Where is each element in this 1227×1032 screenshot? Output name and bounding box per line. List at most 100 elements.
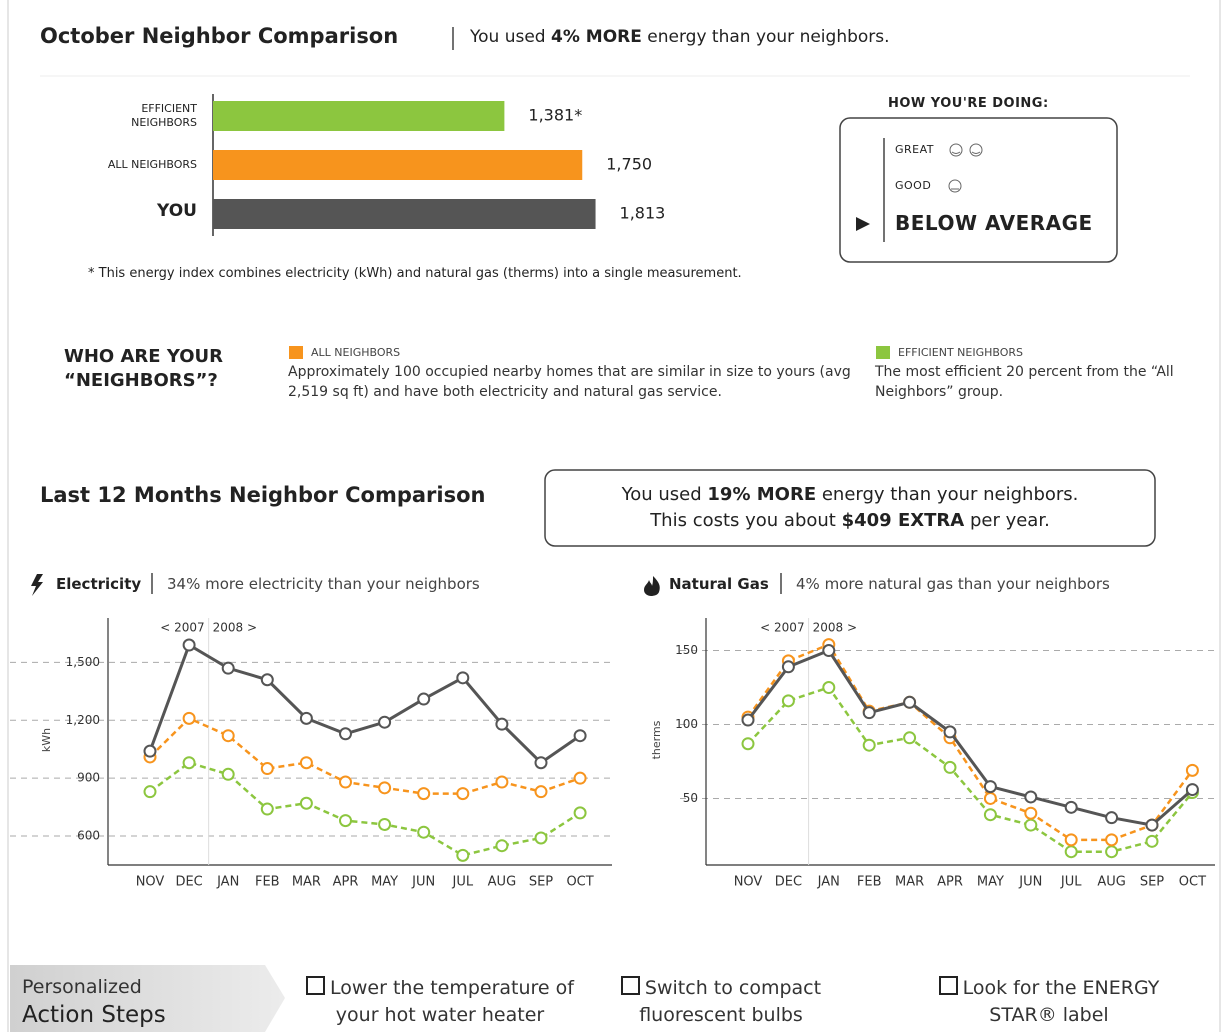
actions-title: Action Steps — [22, 1002, 166, 1028]
data-point — [143, 744, 157, 758]
data-point — [943, 725, 957, 739]
x-tick-label: JAN — [216, 875, 239, 890]
data-point — [1105, 833, 1119, 847]
legend-swatch — [876, 346, 890, 359]
x-tick-label: JUN — [1018, 875, 1042, 890]
data-point — [1024, 790, 1038, 804]
summary-text: You used — [470, 27, 546, 47]
category-label: ALL NEIGHBORS — [107, 158, 197, 171]
data-point — [495, 775, 509, 789]
action-step: Lower the temperature of your hot water … — [292, 975, 588, 1029]
x-tick-label: NOV — [734, 875, 763, 890]
x-tick-label: OCT — [1179, 875, 1206, 890]
data-point — [221, 729, 235, 743]
annual-text: You used — [621, 484, 702, 505]
data-point — [339, 814, 352, 828]
value-label: 1,813 — [620, 204, 666, 223]
annotation: < 2007 — [760, 621, 804, 635]
annual-line: You used 19% MORE energy than your neigh… — [545, 482, 1155, 508]
data-point — [1145, 834, 1159, 848]
data-point — [822, 681, 836, 695]
data-point — [741, 737, 755, 751]
x-tick-label: SEP — [529, 875, 553, 890]
data-point — [822, 644, 836, 658]
y-axis-label: therms — [650, 720, 663, 759]
data-point — [1024, 806, 1038, 820]
data-point — [456, 671, 470, 685]
summary: You used 4% MORE energy than your neighb… — [470, 27, 890, 47]
checkbox — [620, 976, 640, 995]
chart-title: Natural Gas — [669, 575, 769, 593]
value-label: 1,750 — [606, 155, 652, 174]
value-label: 1,381* — [528, 106, 582, 125]
data-point — [1064, 833, 1078, 847]
group-name: ALL NEIGHBORS — [311, 346, 401, 359]
annual-summary: You used 19% MORE energy than your neigh… — [545, 482, 1155, 534]
y-tick-label: 50 — [683, 791, 698, 805]
data-point — [299, 796, 313, 810]
x-tick-label: OCT — [566, 875, 593, 890]
data-point — [1105, 811, 1119, 825]
data-point — [573, 806, 587, 820]
data-point — [182, 638, 196, 652]
x-tick-label: JAN — [817, 875, 840, 890]
annual-box — [544, 469, 1156, 547]
data-point — [1064, 845, 1078, 859]
action-text: Lower the temperature of your hot water … — [330, 977, 574, 1026]
x-tick-label: DEC — [775, 875, 802, 890]
data-point — [378, 781, 392, 795]
x-tick-label: MAY — [371, 875, 398, 890]
series-line — [746, 643, 1194, 842]
data-point — [495, 717, 509, 731]
x-tick-label: JUL — [1060, 875, 1082, 890]
neighbors-title: WHO ARE YOUR “NEIGHBORS”? — [64, 346, 224, 391]
series-line — [747, 686, 1194, 853]
data-point — [417, 692, 431, 706]
x-tick-label: MAR — [292, 875, 321, 890]
x-tick-label: AUG — [488, 875, 516, 890]
chart-subtitle: 34% more electricity than your neighbors — [167, 575, 480, 593]
title: October Neighbor Comparison — [40, 24, 399, 48]
y-tick-label: 1,500 — [66, 655, 100, 669]
group-text: The most efficient 20 percent from the “… — [875, 364, 1174, 400]
chart-subtitle: 4% more natural gas than your neighbors — [796, 575, 1110, 593]
data-point — [903, 731, 917, 745]
data-point — [903, 695, 917, 709]
rating-level: GREAT — [895, 143, 935, 156]
data-point — [573, 771, 587, 785]
action-step: Look for the ENERGY STAR® label — [918, 975, 1180, 1029]
group-name: EFFICIENT NEIGHBORS — [898, 346, 1024, 359]
data-point — [862, 706, 876, 720]
data-point — [1185, 783, 1199, 797]
annual-title: Last 12 Months Neighbor Comparison — [40, 483, 486, 507]
data-point — [417, 787, 431, 801]
y-tick-label: 1,200 — [66, 713, 100, 727]
action-text: Look for the ENERGY STAR® label — [962, 977, 1160, 1026]
data-point — [182, 756, 196, 770]
rating-box — [839, 117, 1118, 263]
data-point — [339, 727, 352, 741]
x-tick-label: AUG — [1097, 875, 1125, 890]
legend-swatch — [289, 346, 303, 359]
bar — [213, 150, 583, 180]
x-tick-label: DEC — [175, 875, 202, 890]
annotation: 2008 > — [813, 621, 857, 635]
data-point — [573, 729, 587, 743]
data-point — [299, 756, 313, 770]
y-tick-label: 900 — [77, 771, 100, 785]
y-tick-label: 100 — [675, 717, 698, 731]
data-point — [1185, 763, 1199, 777]
y-tick-label: 150 — [675, 643, 698, 657]
annual-text: energy than your neighbors. — [821, 484, 1079, 505]
x-tick-label: FEB — [857, 875, 882, 890]
annual-emphasis: 19% MORE — [707, 484, 817, 505]
data-point — [221, 661, 235, 675]
data-point — [1024, 818, 1038, 832]
data-point — [781, 694, 795, 708]
data-point — [456, 787, 470, 801]
data-point — [260, 673, 274, 687]
series-line — [149, 716, 581, 795]
annual-emphasis: $409 EXTRA — [841, 510, 965, 531]
gas-icon — [644, 576, 660, 596]
rating-level: GOOD — [895, 179, 932, 192]
